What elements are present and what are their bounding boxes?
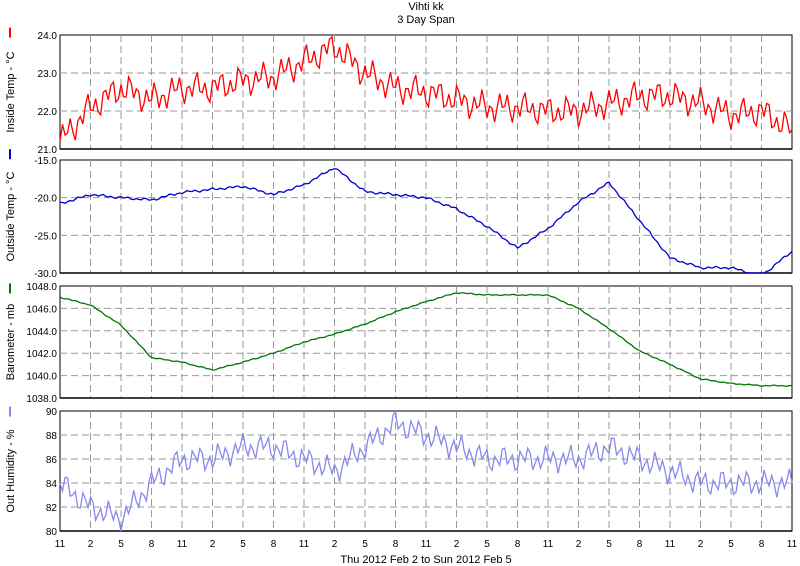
x-tick-label: 5 xyxy=(118,539,124,550)
y-tick-label: 22.0 xyxy=(38,107,58,118)
x-tick-label: 11 xyxy=(787,539,798,550)
y-tick-label: 1042.0 xyxy=(26,349,57,360)
x-tick-label: 2 xyxy=(454,539,460,550)
series-line-outside-temp xyxy=(59,168,793,274)
x-tick-label: 11 xyxy=(177,539,188,550)
y-tick-label: -20.0 xyxy=(34,194,57,205)
y-tick-label: 1044.0 xyxy=(26,327,57,338)
y-axis-label-group: Barometer - mb xyxy=(5,283,17,380)
y-tick-label: 82 xyxy=(46,503,58,514)
y-axis-label-group: Inside Temp - °C xyxy=(5,27,17,133)
y-axis-label: Outside Temp - °C xyxy=(5,172,17,262)
y-axis-label-group: Out Humidity - % xyxy=(5,406,17,513)
x-tick-label: 2 xyxy=(332,539,338,550)
x-tick-label: 8 xyxy=(637,539,643,550)
x-tick-label: 5 xyxy=(606,539,612,550)
y-tick-label: 90 xyxy=(46,407,58,418)
x-tick-label: 5 xyxy=(240,539,246,550)
series-line-out-humidity xyxy=(59,410,793,532)
x-tick-label: 11 xyxy=(299,539,310,550)
series-line-barometer xyxy=(59,292,793,387)
chart-subtitle: 3 Day Span xyxy=(397,14,454,26)
x-tick-label: 8 xyxy=(759,539,765,550)
chart-panels: 24.0 23.0 22.0 21.0 Inside Temp - °C -15.0 -20… xyxy=(5,27,793,538)
y-tick-label: 80 xyxy=(46,527,58,538)
y-tick-label: 1048.0 xyxy=(26,282,57,293)
y-tick-label: 86 xyxy=(46,455,58,466)
x-axis-label: Thu 2012 Feb 2 to Sun 2012 Feb 5 xyxy=(340,554,511,566)
x-tick-label: 11 xyxy=(55,539,66,550)
y-tick-label: 1040.0 xyxy=(26,372,57,383)
panel-barometer: 1048.0 1046.0 1044.0 1042.0 1040.0 1038.0 Baro… xyxy=(5,282,793,405)
y-tick-label: 88 xyxy=(46,431,58,442)
x-axis-ticks: 11 2 5 8 11 2 5 8 11 2 5 8 11 2 5 8 11 2 5 8 11 2 5 8 11 xyxy=(55,539,798,550)
y-tick-label: 24.0 xyxy=(38,31,58,42)
x-tick-label: 8 xyxy=(149,539,155,550)
y-tick-label: 23.0 xyxy=(38,69,58,80)
x-tick-label: 11 xyxy=(421,539,432,550)
y-tick-label: 1046.0 xyxy=(26,304,57,315)
y-axis-label: Barometer - mb xyxy=(5,304,17,380)
y-tick-label: 21.0 xyxy=(38,145,58,156)
y-axis-label: Out Humidity - % xyxy=(5,429,17,512)
x-tick-label: 5 xyxy=(484,539,490,550)
x-tick-label: 2 xyxy=(210,539,216,550)
x-tick-label: 5 xyxy=(362,539,368,550)
chart-title: Vihti kk xyxy=(408,1,444,13)
y-axis-label-group: Outside Temp - °C xyxy=(5,149,17,261)
x-tick-label: 2 xyxy=(698,539,704,550)
y-tick-label: -25.0 xyxy=(34,231,57,242)
x-tick-label: 2 xyxy=(576,539,582,550)
y-tick-label: -15.0 xyxy=(34,156,57,167)
y-tick-label: -30.0 xyxy=(34,269,57,280)
x-tick-label: 5 xyxy=(728,539,734,550)
panel-outside-temp: -15.0 -20.0 -25.0 -30.0 Outside Temp - °C xyxy=(5,149,793,280)
x-tick-label: 8 xyxy=(393,539,399,550)
panel-out-humidity: 90 88 86 84 82 80 Out Humidity - % xyxy=(5,406,793,538)
x-tick-label: 8 xyxy=(515,539,521,550)
y-axis-label: Inside Temp - °C xyxy=(5,51,17,132)
y-tick-label: 1038.0 xyxy=(26,394,57,405)
x-tick-label: 11 xyxy=(665,539,676,550)
series-line-inside-temp xyxy=(59,35,793,142)
y-tick-label: 84 xyxy=(46,479,58,490)
x-tick-label: 11 xyxy=(543,539,554,550)
panel-inside-temp: 24.0 23.0 22.0 21.0 Inside Temp - °C xyxy=(5,27,793,156)
x-tick-label: 8 xyxy=(271,539,277,550)
x-tick-label: 2 xyxy=(88,539,94,550)
